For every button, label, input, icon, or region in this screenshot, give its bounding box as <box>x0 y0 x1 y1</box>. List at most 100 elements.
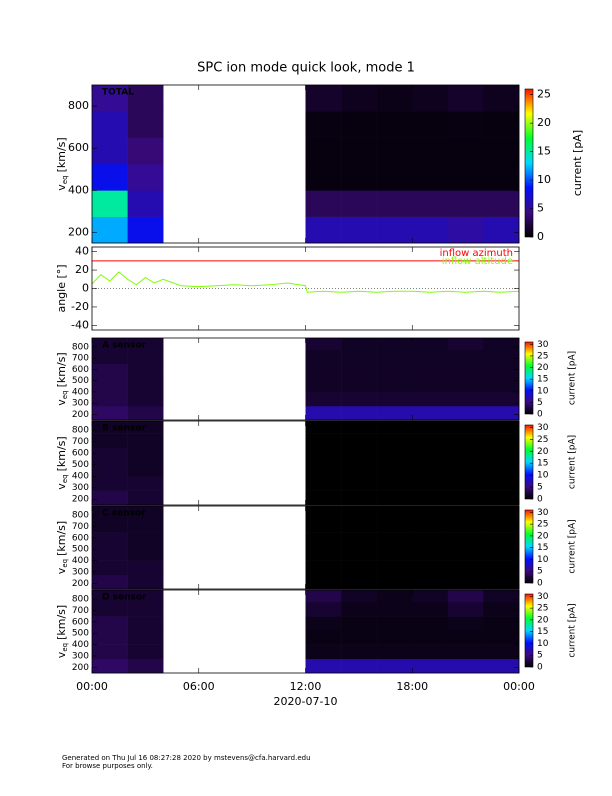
heatmap-cell <box>92 216 128 244</box>
colorbar-tick-label: 10 <box>537 555 549 565</box>
y-label-subscript: eq <box>61 643 69 652</box>
heatmap-cell <box>483 85 520 112</box>
heatmap-cell <box>92 164 128 191</box>
y-tick-label: 700 <box>72 437 89 447</box>
heatmap-cell <box>447 658 484 674</box>
colorbar-tick-label: 10 <box>537 471 549 481</box>
heatmap-cell <box>127 216 164 244</box>
colorbar-tick-label: 25 <box>537 520 548 530</box>
heatmap-cell <box>92 363 128 379</box>
colorbar-tick-label: 5 <box>537 567 543 577</box>
heatmap-cell <box>376 216 413 244</box>
panel-label: A sensor <box>102 341 147 351</box>
heatmap-cell <box>341 506 377 519</box>
heatmap-cell <box>376 601 413 617</box>
heatmap-cell <box>447 405 484 421</box>
heatmap-cell <box>127 377 164 393</box>
heatmap-cell <box>127 433 164 448</box>
heatmap-cell <box>305 517 342 533</box>
heatmap-cell <box>483 506 520 519</box>
panel-label: D sensor <box>102 593 147 603</box>
heatmap-cell <box>127 405 164 421</box>
heatmap-cell <box>127 590 164 603</box>
colorbar-tick-label: 10 <box>537 639 549 649</box>
y-tick-label: 800 <box>68 99 89 112</box>
y-tick-label: 800 <box>72 342 89 352</box>
y-label-symbol: v <box>55 184 68 191</box>
heatmap-cell <box>376 363 413 379</box>
heatmap-cell <box>92 85 128 112</box>
heatmap-cell <box>412 85 449 112</box>
heatmap-cell <box>305 433 342 448</box>
heatmap-cell <box>127 190 164 217</box>
colorbar-tick-label: 25 <box>537 604 548 614</box>
heatmap-cell <box>127 658 164 674</box>
heatmap-cell <box>92 349 128 365</box>
heatmap-cell <box>483 137 520 165</box>
heatmap-cell <box>447 601 484 617</box>
heatmap-cell <box>376 349 413 365</box>
heatmap-cell <box>447 391 484 407</box>
heatmap-cell <box>92 506 128 519</box>
heatmap-cell <box>483 338 520 351</box>
heatmap-cell <box>412 630 449 645</box>
heatmap-cell <box>305 421 342 434</box>
heatmap-cell <box>305 111 342 138</box>
heatmap-cell <box>127 349 164 365</box>
colorbar-tick-label: 0 <box>537 579 543 589</box>
y-tick-label: 300 <box>72 567 89 577</box>
colorbar-tick-label: 20 <box>537 363 549 373</box>
heatmap-cell <box>483 532 520 547</box>
heatmap-cell <box>447 164 484 191</box>
heatmap-cell <box>92 560 128 576</box>
heatmap-cell <box>412 506 449 519</box>
heatmap-cell <box>376 630 413 645</box>
heatmap-cell <box>127 363 164 379</box>
y-tick-label: 0 <box>82 282 89 295</box>
heatmap-cell <box>127 421 164 434</box>
heatmap-cell <box>412 490 449 506</box>
heatmap-cell <box>376 506 413 519</box>
y-tick-label: 700 <box>72 606 89 616</box>
panel-label: B sensor <box>102 424 146 434</box>
heatmap-cell <box>305 532 342 547</box>
y-label-symbol: v <box>55 651 68 658</box>
heatmap-cell <box>376 377 413 393</box>
heatmap-cell <box>127 616 164 631</box>
colorbar <box>524 593 534 668</box>
heatmap-cell <box>341 601 377 617</box>
heatmap-cell <box>412 517 449 533</box>
legend-label: inflow azimuth <box>440 248 513 259</box>
heatmap-cell <box>447 574 484 590</box>
heatmap-cell <box>92 377 128 393</box>
footer-line: Generated on Thu Jul 16 08:27:28 2020 by… <box>62 754 311 762</box>
heatmap-cell <box>305 363 342 379</box>
series-line <box>91 271 520 293</box>
heatmap-cell <box>341 532 377 547</box>
heatmap-cell <box>483 461 520 477</box>
heatmap-cell <box>305 476 342 491</box>
heatmap-cell <box>92 391 128 407</box>
heatmap-cell <box>305 506 342 519</box>
heatmap-cell <box>127 137 164 165</box>
y-label-subscript: eq <box>61 390 69 399</box>
heatmap-cell <box>127 490 164 506</box>
heatmap-cell <box>376 164 413 191</box>
y-tick-label: 500 <box>72 460 89 470</box>
heatmap-cell <box>305 630 342 645</box>
colorbar-label: current [pA] <box>568 435 578 489</box>
heatmap-cell <box>376 490 413 506</box>
heatmap-cell <box>305 644 342 660</box>
heatmap-cell <box>376 111 413 138</box>
colorbar-tick-label: 0 <box>537 495 543 505</box>
heatmap-cell <box>447 616 484 631</box>
heatmap-cell <box>376 644 413 660</box>
heatmap-cell <box>483 490 520 506</box>
heatmap-cell <box>341 574 377 590</box>
colorbar-tick-label: 5 <box>537 398 543 408</box>
colorbar-tick-label: 15 <box>537 375 548 385</box>
y-label-subscript: eq <box>61 474 69 483</box>
heatmap-cell <box>483 111 520 138</box>
heatmap-cell <box>305 560 342 576</box>
y-tick-label: 400 <box>72 640 89 650</box>
